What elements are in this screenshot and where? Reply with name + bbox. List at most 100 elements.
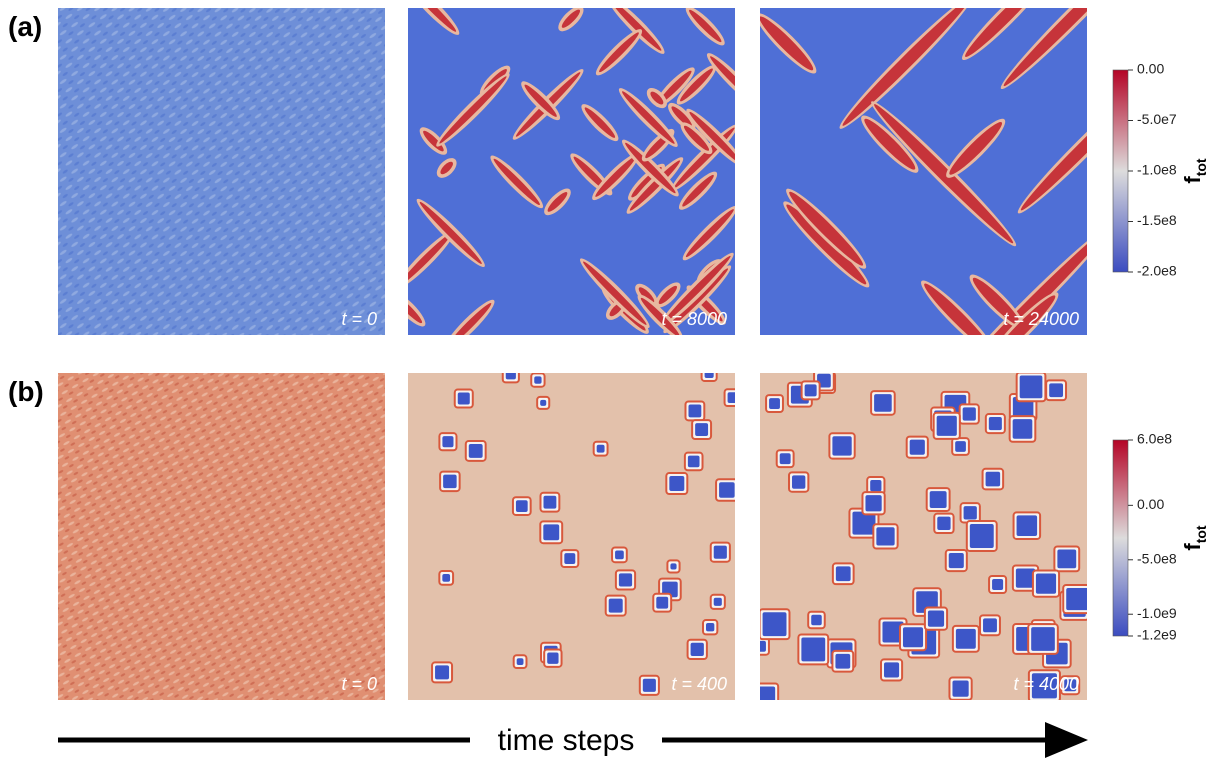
colorbar-tick-label: 0.00	[1137, 61, 1164, 77]
field	[58, 373, 385, 700]
precipitate	[1057, 549, 1076, 568]
time-label: t = 24000	[1003, 309, 1079, 329]
precipitate	[955, 441, 966, 452]
precipitate	[763, 612, 787, 636]
precipitate	[656, 597, 668, 609]
colorbar	[1113, 70, 1128, 272]
precipitate	[870, 480, 881, 491]
precipitate	[1031, 627, 1055, 651]
panel-content	[750, 0, 1158, 396]
precipitate	[543, 524, 559, 540]
panel-label: (a)	[8, 11, 42, 42]
time-label: t = 0	[341, 674, 377, 694]
precipitate	[458, 393, 470, 405]
precipitate	[469, 444, 483, 458]
precipitate	[769, 398, 780, 409]
precipitate	[609, 599, 623, 613]
precipitate	[956, 629, 976, 649]
precipitate	[714, 598, 722, 606]
precipitate	[688, 456, 700, 468]
precipitate	[928, 611, 944, 627]
precipitate	[874, 394, 892, 412]
precipitate	[1013, 419, 1033, 439]
precipitate	[669, 476, 684, 491]
precipitate	[937, 416, 957, 436]
time-label: t = 4000	[1013, 674, 1079, 694]
precipitate	[435, 665, 449, 679]
simulation-panel: t = 0	[58, 373, 385, 700]
time-label: t = 8000	[661, 309, 727, 329]
precipitate	[728, 392, 739, 403]
figure: t = 0 t = 8000 t = 24000 t = 0 t = 400 t = 40…	[0, 0, 1214, 759]
time-label: t = 400	[671, 674, 727, 694]
precipitate	[1066, 588, 1088, 610]
colorbar-tick-label: 0.00	[1137, 496, 1164, 512]
precipitate	[705, 369, 714, 378]
precipitate	[714, 546, 727, 559]
precipitate	[691, 643, 704, 656]
precipitate	[615, 550, 624, 559]
colorbar-tick-label: -5.0e8	[1137, 550, 1177, 566]
panel-content	[58, 8, 385, 335]
precipitate	[719, 482, 735, 498]
precipitate	[903, 627, 923, 647]
simulation-panel: t = 0	[58, 8, 385, 335]
simulation-panel: t = 24000	[750, 0, 1158, 396]
precipitate	[910, 440, 925, 455]
precipitate	[937, 517, 950, 530]
colorbar-title-sub: tot	[1193, 525, 1209, 543]
precipitate	[983, 618, 997, 632]
precipitate	[835, 654, 850, 669]
colorbar-title-sub: tot	[1193, 158, 1209, 176]
precipitate	[836, 566, 851, 581]
precipitate	[643, 679, 656, 692]
precipitate	[670, 563, 676, 569]
colorbar-title: ftot	[1180, 158, 1209, 184]
precipitate	[780, 453, 791, 464]
colorbar	[1113, 440, 1128, 636]
colorbar-tick-label: 6.0e8	[1137, 431, 1172, 447]
precipitate	[443, 475, 457, 489]
precipitate	[811, 615, 822, 626]
precipitate	[964, 506, 977, 519]
colorbar-tick-label: -5.0e7	[1137, 111, 1177, 127]
panel-content	[749, 371, 1091, 712]
precipitate	[755, 641, 766, 652]
precipitate	[695, 423, 708, 436]
precipitate	[986, 472, 1001, 487]
precipitate	[792, 475, 805, 488]
precipitate	[884, 662, 899, 677]
precipitate	[534, 376, 541, 383]
precipitate	[752, 686, 775, 709]
precipitate	[963, 407, 976, 420]
precipitate	[805, 384, 817, 396]
precipitate	[619, 573, 632, 586]
field	[408, 373, 735, 700]
panels: t = 0 t = 8000 t = 24000 t = 0 t = 400 t = 40…	[58, 0, 1158, 712]
precipitate	[949, 553, 964, 568]
panel-content	[386, 0, 765, 354]
arrow-head	[1045, 722, 1088, 758]
time-label: t = 0	[341, 309, 377, 329]
precipitate	[865, 495, 881, 511]
precipitate	[992, 579, 1003, 590]
colorbar-tick-label: -1.0e8	[1137, 162, 1177, 178]
precipitate	[1020, 376, 1043, 399]
precipitate	[1036, 574, 1056, 594]
precipitate	[597, 445, 605, 453]
colorbar-tick-label: -1.5e8	[1137, 212, 1177, 228]
precipitate	[801, 638, 825, 662]
precipitate	[989, 417, 1002, 430]
axis-label: time steps	[498, 724, 635, 757]
precipitate	[952, 681, 968, 697]
field	[58, 8, 385, 335]
simulation-panel: t = 400	[408, 366, 741, 700]
precipitate	[876, 527, 894, 545]
simulation-panel: t = 4000	[749, 371, 1091, 712]
precipitate	[540, 400, 546, 406]
precipitate	[930, 491, 947, 508]
precipitate	[547, 652, 558, 663]
precipitate	[970, 524, 994, 548]
simulation-panel: t = 8000	[386, 0, 765, 354]
precipitate	[832, 436, 851, 455]
